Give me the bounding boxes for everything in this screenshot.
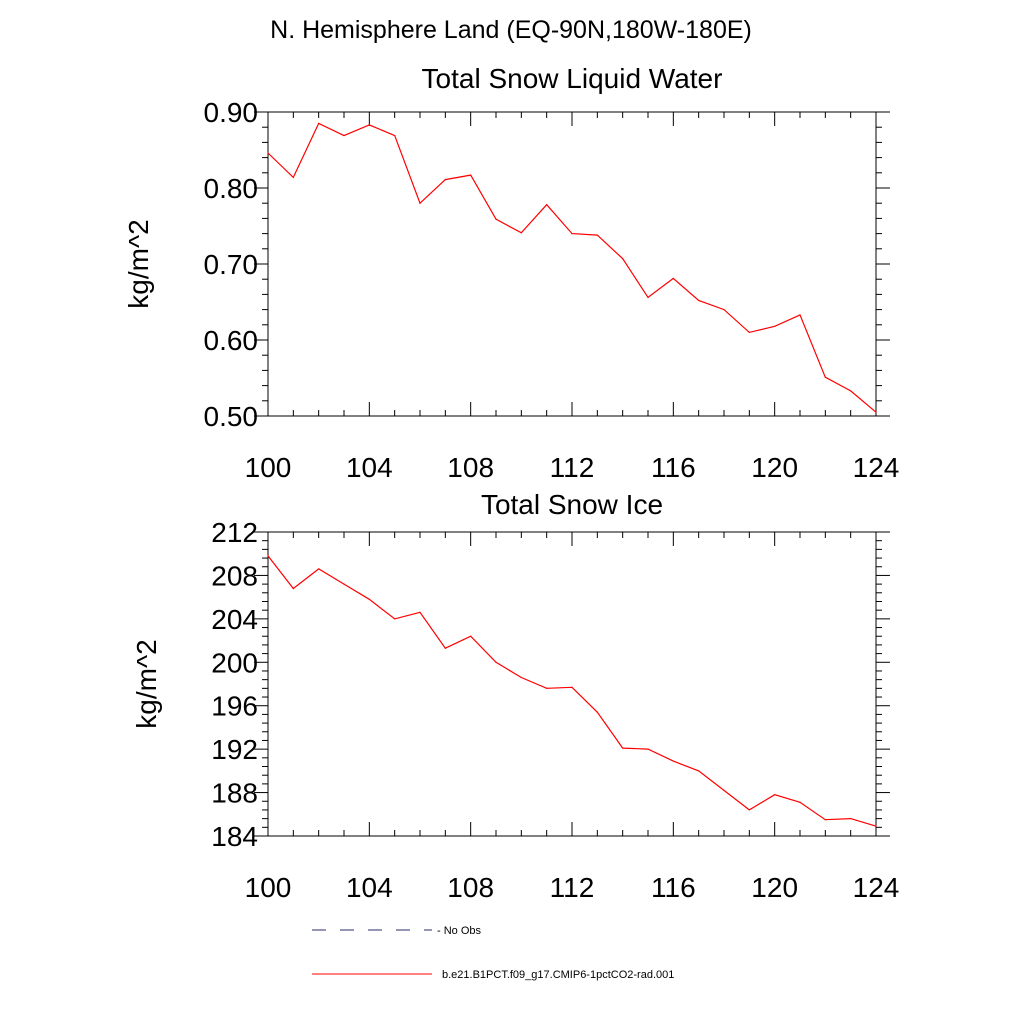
y-tick-label: 192 (211, 734, 258, 765)
data-point (824, 819, 826, 821)
data-point (799, 314, 801, 316)
y-axis-label: kg/m^2 (123, 219, 154, 308)
y-tick-label: 0.70 (204, 249, 259, 280)
data-point (672, 760, 674, 762)
data-point (343, 583, 345, 585)
plot-frame (267, 111, 877, 417)
y-tick-label: 188 (211, 778, 258, 809)
chart-panel-2: Total Snow Ice kg/m^2 100 104 108 112 116 120 12… (131, 489, 899, 903)
data-point (444, 179, 446, 181)
data-point (571, 233, 573, 235)
y-tick-label: 184 (211, 821, 258, 852)
data-point (774, 325, 776, 327)
data-point (368, 124, 370, 126)
x-tick-label: 116 (651, 872, 696, 903)
chart-title: Total Snow Liquid Water (422, 63, 723, 94)
data-point (495, 218, 497, 220)
legend-label-obs: - No Obs (437, 925, 482, 937)
data-point (394, 134, 396, 137)
data-point (748, 809, 750, 811)
series-line (267, 122, 877, 413)
data-point (419, 611, 421, 613)
data-point (698, 299, 700, 302)
data-point (875, 825, 877, 827)
series-line (267, 555, 877, 827)
data-point (596, 711, 598, 713)
figure-title: N. Hemisphere Land (EQ-90N,180W-180E) (0, 16, 1024, 45)
data-point (419, 202, 421, 204)
x-tick-label: 112 (550, 872, 595, 903)
data-point (647, 296, 649, 299)
legend-label-model: b.e21.B1PCT.f09_g17.CMIP6-1pctCO2-rad.00… (442, 969, 674, 981)
data-point (394, 618, 396, 620)
y-tick-label: 200 (211, 647, 258, 678)
chart-title: Total Snow Ice (481, 489, 663, 520)
legend: - No Obs b.e21.B1PCT.f09_g17.CMIP6-1pctCO… (312, 925, 674, 981)
data-point (520, 676, 522, 679)
data-point (343, 134, 345, 137)
data-point (799, 801, 801, 803)
y-tick-label: 208 (211, 560, 258, 591)
data-point (875, 411, 877, 413)
data-point (546, 687, 548, 689)
data-point (622, 747, 624, 749)
data-point (267, 152, 269, 154)
plot-frame (267, 531, 877, 837)
data-point (267, 555, 269, 557)
data-point (470, 635, 472, 637)
y-tick-label: 196 (211, 691, 258, 722)
data-point (850, 818, 852, 820)
data-point (368, 598, 370, 600)
data-point (444, 647, 446, 649)
data-point (824, 376, 826, 378)
x-tick-label: 120 (751, 452, 798, 483)
data-point (292, 176, 294, 178)
y-tick-label: 0.80 (204, 173, 259, 204)
y-tick-label: 212 (211, 517, 258, 548)
data-point (622, 258, 624, 260)
data-point (672, 277, 674, 280)
data-point (470, 174, 472, 176)
data-point (774, 794, 776, 796)
x-tick-label: 108 (447, 452, 494, 483)
x-tick-label: 124 (853, 452, 900, 483)
x-tick-label: 104 (346, 452, 393, 483)
data-point (571, 686, 573, 688)
data-point (546, 204, 548, 206)
chart-panel-1: Total Snow Liquid Water kg/m^2 100 104 108 11… (123, 63, 899, 483)
data-point (520, 232, 522, 234)
x-tick-label: 100 (245, 872, 292, 903)
figure-title-text: N. Hemisphere Land (EQ-90N,180W-180E) (270, 16, 752, 44)
x-tick-label: 100 (245, 452, 292, 483)
y-tick-label: 0.60 (204, 325, 259, 356)
x-tick-label: 112 (550, 452, 595, 483)
x-tick-label: 104 (346, 872, 393, 903)
data-point (596, 234, 598, 236)
data-point (318, 568, 320, 570)
data-point (723, 789, 725, 792)
data-point (723, 309, 725, 311)
data-point (318, 122, 320, 124)
y-tick-label: 204 (211, 604, 258, 635)
data-point (647, 748, 649, 750)
x-tick-label: 108 (447, 872, 494, 903)
x-tick-label: 120 (751, 872, 798, 903)
y-tick-label: 0.90 (204, 97, 259, 128)
x-tick-label: 116 (651, 452, 696, 483)
data-point (292, 587, 294, 590)
data-point (850, 390, 852, 392)
data-point (698, 770, 700, 772)
data-point (495, 661, 497, 663)
y-tick-label: 0.50 (204, 401, 259, 432)
data-point (748, 331, 750, 333)
y-axis-label: kg/m^2 (131, 639, 162, 728)
x-tick-label: 124 (853, 872, 900, 903)
